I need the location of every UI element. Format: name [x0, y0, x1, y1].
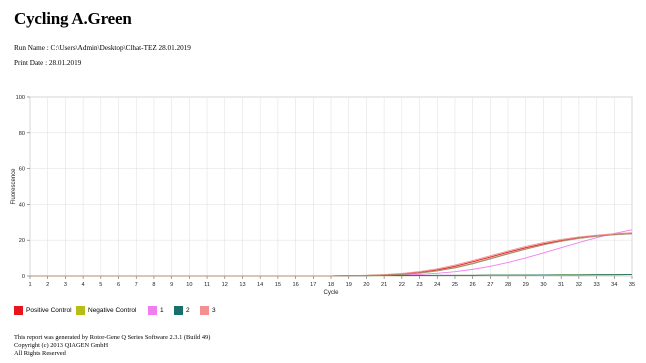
legend-swatch [174, 305, 183, 315]
x-tick-label: 8 [152, 282, 155, 288]
footer-generated-by: This report was generated by Rotor-Gene … [14, 334, 211, 341]
legend-item-3: 3 [200, 304, 216, 316]
legend-item-1: 1 [148, 304, 164, 316]
legend-label: 2 [186, 306, 190, 314]
legend-label: 3 [212, 306, 216, 314]
x-tick-label: 26 [470, 282, 476, 288]
x-tick-label: 30 [540, 282, 546, 288]
amplification-chart: 1 2 3 4 5 6 7 8 9 10 11 12 13 14 15 16 17 18 19 20 21 22 23 24 2… [11, 95, 635, 296]
x-tick-label: 2 [46, 282, 49, 288]
run-name: Run Name : C:\Users\Admin\Desktop\Clhat-… [14, 44, 191, 52]
x-tick-label: 28 [505, 282, 511, 288]
series-line-unlabeled-6 [30, 233, 633, 277]
x-tick-label: 31 [558, 282, 564, 288]
x-tick-label: 13 [239, 282, 245, 288]
x-tick-label: 18 [328, 282, 334, 288]
y-tick-label: 60 [19, 167, 25, 173]
x-tick-label: 1 [28, 282, 31, 288]
x-tick-label: 5 [99, 282, 102, 288]
y-tick-label: 40 [19, 202, 25, 208]
x-tick-label: 4 [82, 282, 85, 288]
report-title: Cycling A.Green [14, 9, 132, 28]
x-tick-label: 29 [523, 282, 529, 288]
y-tick-label: 20 [19, 238, 25, 244]
legend-swatch [76, 305, 85, 315]
x-tick-label: 23 [416, 282, 422, 288]
x-tick-label: 35 [629, 282, 635, 288]
legend-swatch [14, 305, 23, 315]
legend-label: 1 [160, 306, 164, 314]
x-tick-label: 27 [487, 282, 493, 288]
x-tick-label: 14 [257, 282, 263, 288]
y-axis-label: Fluorescence [11, 168, 17, 205]
y-tick-label: 100 [16, 95, 25, 101]
print-date: Print Date : 28.01.2019 [14, 59, 82, 67]
x-tick-label: 7 [135, 282, 138, 288]
x-tick-label: 32 [576, 282, 582, 288]
y-tick-label: 0 [22, 274, 25, 280]
x-tick-label: 22 [399, 282, 405, 288]
legend-item-negative-control: Negative Control [76, 304, 136, 316]
x-tick-label: 12 [222, 282, 228, 288]
legend-item-positive-control: Positive Control [14, 304, 72, 316]
x-tick-label: 25 [452, 282, 458, 288]
x-tick-label: 16 [292, 282, 298, 288]
x-tick-label: 11 [204, 282, 210, 288]
x-tick-label: 20 [363, 282, 369, 288]
legend-swatch [148, 305, 157, 315]
x-tick-label: 6 [117, 282, 120, 288]
x-tick-label: 10 [186, 282, 192, 288]
footer-rights: All Rights Reserved [14, 350, 66, 357]
legend-label: Positive Control [26, 306, 72, 314]
x-tick-label: 19 [346, 282, 352, 288]
y-tick-label: 80 [19, 131, 25, 137]
x-tick-label: 34 [611, 282, 617, 288]
legend-label: Negative Control [88, 306, 137, 314]
x-tick-label: 9 [170, 282, 173, 288]
x-tick-label: 17 [310, 282, 316, 288]
x-tick-label: 21 [381, 282, 387, 288]
footer-copyright: Copyright (c) 2013 QIAGEN GmbH [14, 342, 109, 349]
legend-swatch [200, 305, 209, 315]
legend-item-2: 2 [174, 304, 190, 316]
x-tick-label: 24 [434, 282, 440, 288]
x-axis-label: Cycle [323, 290, 339, 296]
x-tick-label: 33 [593, 282, 599, 288]
x-tick-label: 3 [64, 282, 67, 288]
x-tick-label: 15 [275, 282, 281, 288]
